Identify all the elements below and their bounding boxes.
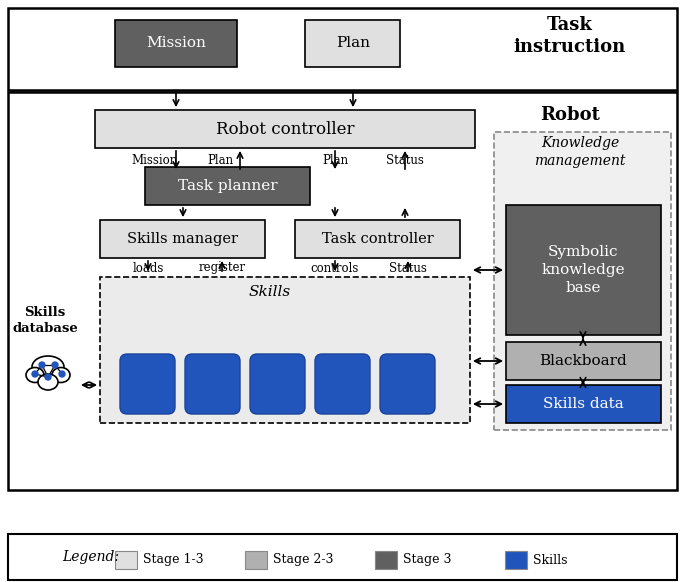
Bar [245, 551, 267, 569]
Bar [145, 167, 310, 205]
Text: Legend:: Legend: [62, 550, 119, 564]
Text: Status: Status [389, 261, 427, 275]
Text: loads: loads [132, 261, 164, 275]
Bar [506, 342, 661, 380]
Text: Mission: Mission [146, 36, 206, 50]
Ellipse shape [26, 367, 44, 382]
Text: Task
instruction: Task instruction [514, 16, 626, 56]
Text: Task planner: Task planner [178, 179, 278, 193]
Bar [494, 132, 671, 430]
Bar [295, 220, 460, 258]
Text: Mission: Mission [132, 154, 178, 166]
Text: controls: controls [311, 261, 359, 275]
Bar [8, 92, 677, 490]
Circle shape [45, 374, 51, 380]
Text: Robot: Robot [540, 106, 600, 124]
Text: Knowledge
management: Knowledge management [534, 136, 626, 168]
FancyBboxPatch shape [315, 354, 370, 414]
Text: Stage 3: Stage 3 [403, 553, 451, 566]
Bar [505, 551, 527, 569]
Text: Stage 2-3: Stage 2-3 [273, 553, 334, 566]
Circle shape [59, 371, 65, 377]
Bar [115, 20, 237, 67]
FancyBboxPatch shape [120, 354, 175, 414]
Bar [95, 110, 475, 148]
Text: Plan: Plan [322, 154, 348, 166]
Ellipse shape [52, 367, 70, 382]
Text: Skills
database: Skills database [12, 306, 78, 335]
Bar [100, 220, 265, 258]
Text: Plan: Plan [207, 154, 233, 166]
Text: Plan: Plan [336, 36, 370, 50]
Text: Skills manager: Skills manager [127, 232, 238, 246]
Ellipse shape [32, 356, 64, 378]
Text: Task controller: Task controller [322, 232, 434, 246]
Ellipse shape [38, 374, 58, 390]
FancyBboxPatch shape [380, 354, 435, 414]
Text: Skills: Skills [533, 553, 567, 566]
Circle shape [32, 371, 38, 377]
Bar [8, 8, 677, 90]
Circle shape [39, 362, 45, 368]
Bar [506, 385, 661, 423]
Text: Symbolic
knowledge
base: Symbolic knowledge base [541, 244, 625, 296]
Text: Skills: Skills [249, 285, 291, 299]
Text: register: register [199, 261, 245, 275]
Circle shape [52, 362, 58, 368]
Bar [8, 534, 677, 580]
Text: Stage 1-3: Stage 1-3 [143, 553, 203, 566]
Text: Robot controller: Robot controller [216, 120, 354, 137]
Bar [100, 277, 470, 423]
FancyBboxPatch shape [185, 354, 240, 414]
Bar [115, 551, 137, 569]
Bar [506, 205, 661, 335]
FancyBboxPatch shape [250, 354, 305, 414]
Text: Blackboard: Blackboard [539, 354, 627, 368]
Bar [375, 551, 397, 569]
Text: Status: Status [386, 154, 424, 166]
Bar [305, 20, 400, 67]
Text: Skills data: Skills data [543, 397, 623, 411]
